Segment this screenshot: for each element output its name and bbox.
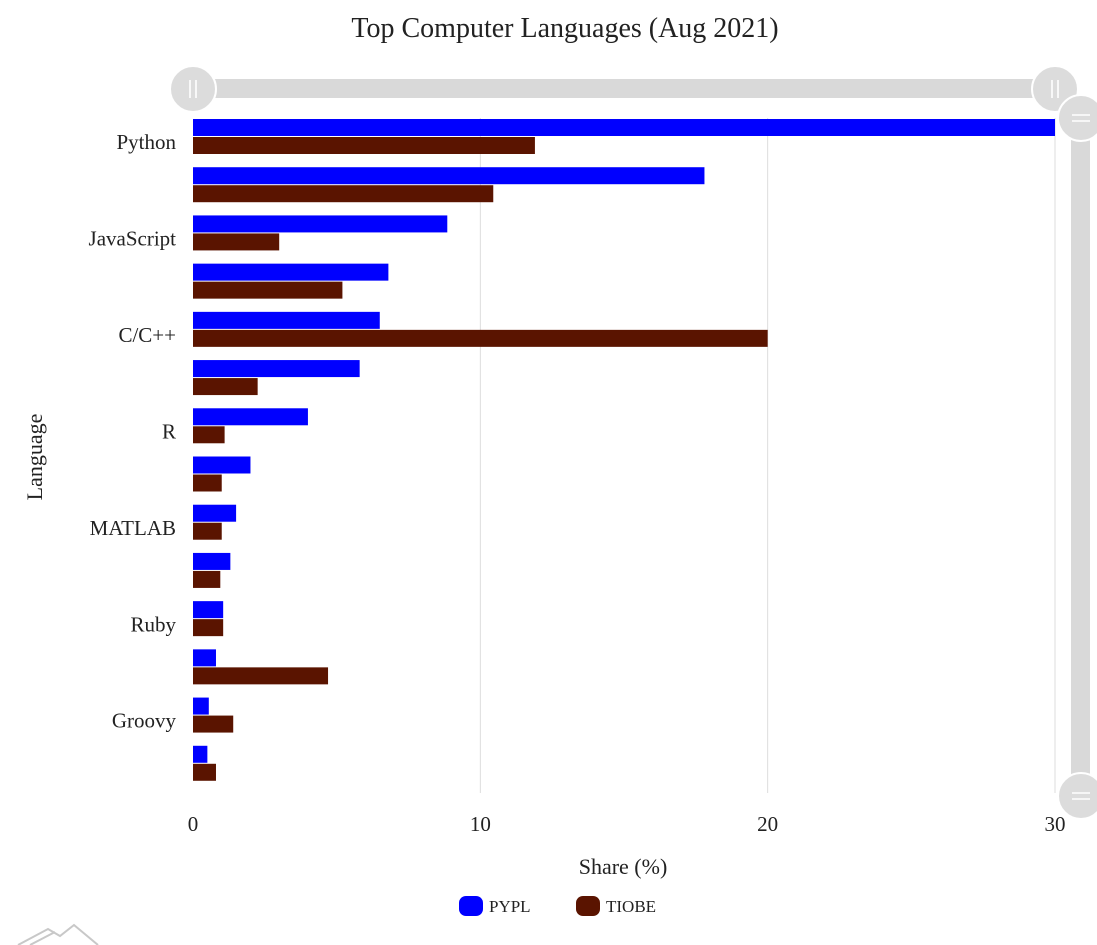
y-tick-label-0: Python <box>116 130 176 154</box>
legend: PYPL TIOBE <box>459 896 656 916</box>
legend-swatch-pypl <box>459 896 483 916</box>
bar-pypl-7[interactable] <box>193 456 251 474</box>
bar-tiobe-12[interactable] <box>193 715 234 733</box>
y-tick-label-10: Ruby <box>130 612 176 636</box>
bar-tiobe-1[interactable] <box>193 185 494 203</box>
bar-tiobe-5[interactable] <box>193 378 258 396</box>
chart-title: Top Computer Languages (Aug 2021) <box>351 13 778 44</box>
bar-tiobe-13[interactable] <box>193 763 216 781</box>
bar-pypl-11[interactable] <box>193 649 216 667</box>
bar-pypl-1[interactable] <box>193 167 705 185</box>
y-tick-label-12: Groovy <box>112 709 177 733</box>
y-tick-label-8: MATLAB <box>90 516 176 540</box>
legend-item-pypl[interactable]: PYPL <box>459 896 531 916</box>
y-axis-tick-labels: Python JavaScript C/C++ R MATLAB Ruby Groovy <box>89 130 177 733</box>
y-tick-label-2: JavaScript <box>89 227 177 251</box>
mountain-logo-icon <box>17 923 99 945</box>
bar-pypl-2[interactable] <box>193 215 448 233</box>
grid-lines <box>479 118 1056 793</box>
bar-tiobe-3[interactable] <box>193 281 343 299</box>
x-axis-title: Share (%) <box>579 854 668 879</box>
bar-tiobe-10[interactable] <box>193 619 224 637</box>
x-axis-tick-labels: 0 10 20 30 <box>188 812 1066 836</box>
bar-tiobe-11[interactable] <box>193 667 329 685</box>
x-tick-label-20: 20 <box>757 812 778 836</box>
bar-pypl-12[interactable] <box>193 697 209 715</box>
bar-tiobe-7[interactable] <box>193 474 222 492</box>
legend-swatch-tiobe <box>576 896 600 916</box>
bar-pypl-6[interactable] <box>193 408 308 426</box>
bar-pypl-0[interactable] <box>193 119 1055 136</box>
y-tick-label-4: C/C++ <box>118 323 176 347</box>
legend-item-tiobe[interactable]: TIOBE <box>576 896 656 916</box>
bars <box>193 119 1055 781</box>
bar-tiobe-8[interactable] <box>193 522 222 540</box>
bar-tiobe-6[interactable] <box>193 426 225 444</box>
bar-tiobe-9[interactable] <box>193 570 221 588</box>
vertical-scroll-bottom-handle[interactable] <box>1057 772 1097 820</box>
y-axis-title: Language <box>22 414 47 501</box>
x-tick-label-30: 30 <box>1045 812 1066 836</box>
vertical-scroll-track[interactable] <box>1071 118 1090 793</box>
y-tick-label-6: R <box>162 419 176 443</box>
legend-label-pypl: PYPL <box>489 897 531 916</box>
bar-tiobe-2[interactable] <box>193 233 280 251</box>
bar-pypl-8[interactable] <box>193 504 237 522</box>
bar-pypl-3[interactable] <box>193 263 389 281</box>
horizontal-scroll-start-handle[interactable] <box>169 65 217 113</box>
horizontal-zoom-scrollbar[interactable] <box>169 65 1079 113</box>
x-tick-label-10: 10 <box>470 812 491 836</box>
x-tick-label-0: 0 <box>188 812 199 836</box>
legend-label-tiobe: TIOBE <box>606 897 656 916</box>
bar-pypl-9[interactable] <box>193 552 231 570</box>
bar-pypl-4[interactable] <box>193 311 380 329</box>
vertical-zoom-scrollbar[interactable] <box>1057 94 1097 820</box>
bar-tiobe-0[interactable] <box>193 137 535 154</box>
vertical-scroll-top-handle[interactable] <box>1057 94 1097 142</box>
bar-tiobe-4[interactable] <box>193 329 768 347</box>
bar-pypl-13[interactable] <box>193 745 208 763</box>
horizontal-scroll-track[interactable] <box>193 79 1053 98</box>
bar-pypl-10[interactable] <box>193 601 224 619</box>
bar-pypl-5[interactable] <box>193 360 360 378</box>
